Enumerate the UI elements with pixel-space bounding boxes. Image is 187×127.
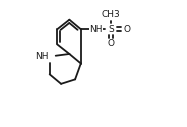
Text: O: O (108, 39, 115, 48)
Text: NH: NH (35, 52, 48, 61)
Text: CH3: CH3 (102, 10, 121, 19)
Text: S: S (108, 25, 114, 34)
Text: NH: NH (89, 25, 103, 34)
Text: O: O (123, 25, 130, 34)
